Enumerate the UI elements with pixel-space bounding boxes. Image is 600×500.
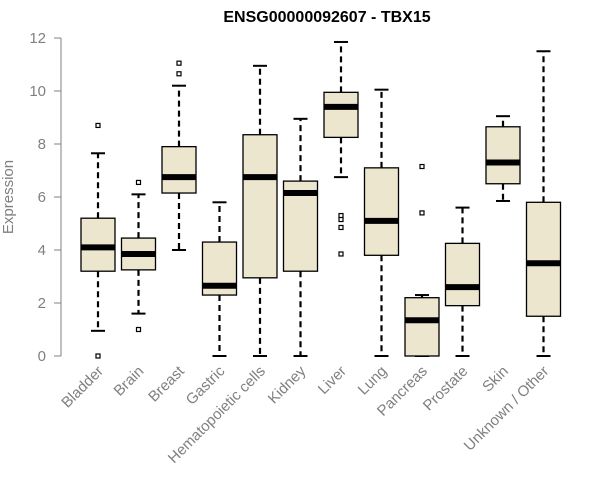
- y-tick-label: 8: [38, 136, 46, 153]
- chart-title: ENSG00000092607 - TBX15: [223, 9, 430, 26]
- x-tick-label: Skin: [479, 363, 512, 396]
- box-iqr: [161, 145, 197, 194]
- box-lung: [363, 88, 400, 357]
- box-iqr: [363, 167, 400, 256]
- box-iqr: [485, 126, 521, 185]
- box-breast: [161, 60, 197, 251]
- box-group: [80, 40, 562, 359]
- box-unknown-other: [525, 50, 562, 357]
- outlier-point: [419, 163, 425, 170]
- y-tick-label: 10: [29, 83, 46, 100]
- outlier-point: [176, 71, 182, 77]
- box-kidney: [282, 117, 319, 357]
- outlier-point: [135, 179, 142, 186]
- y-axis-label: Expression: [0, 160, 17, 234]
- box-prostate: [444, 206, 481, 357]
- box-pancreas: [404, 163, 440, 357]
- outlier-point: [95, 353, 101, 359]
- x-tick-label: Kidney: [265, 362, 310, 407]
- outlier-point: [419, 210, 425, 216]
- outlier-point: [135, 326, 142, 333]
- box-iqr: [242, 134, 278, 279]
- outlier-point: [338, 216, 344, 223]
- y-tick-label: 2: [38, 295, 46, 312]
- box-iqr: [444, 242, 481, 307]
- box-iqr: [282, 180, 319, 272]
- box-iqr: [323, 91, 359, 139]
- x-tick-label: Brain: [111, 363, 148, 400]
- x-tick-label: Lung: [355, 363, 391, 399]
- x-tick-label: Prostate: [420, 363, 472, 415]
- outlier-point: [95, 122, 101, 129]
- axes: 0 2 4 6 8 10 12: [29, 30, 62, 365]
- box-iqr: [404, 297, 440, 357]
- outlier-point: [176, 60, 182, 66]
- box-skin: [485, 115, 521, 202]
- y-tick-label: 0: [38, 348, 46, 365]
- box-liver: [323, 40, 359, 257]
- box-iqr: [525, 201, 562, 317]
- outlier-point: [338, 224, 344, 231]
- x-tick-label: Liver: [315, 363, 350, 398]
- outlier-point: [338, 251, 344, 257]
- box-bladder: [80, 122, 116, 359]
- y-tick-label: 6: [38, 189, 46, 206]
- x-tick-label: Bladder: [58, 363, 107, 412]
- y-tick-label: 4: [38, 242, 46, 259]
- y-tick-label: 12: [29, 30, 46, 47]
- box-gastric: [201, 201, 238, 357]
- box-brain: [120, 179, 157, 333]
- box-hematopoietic-cells: [242, 64, 278, 357]
- x-tick-label: Breast: [145, 362, 188, 405]
